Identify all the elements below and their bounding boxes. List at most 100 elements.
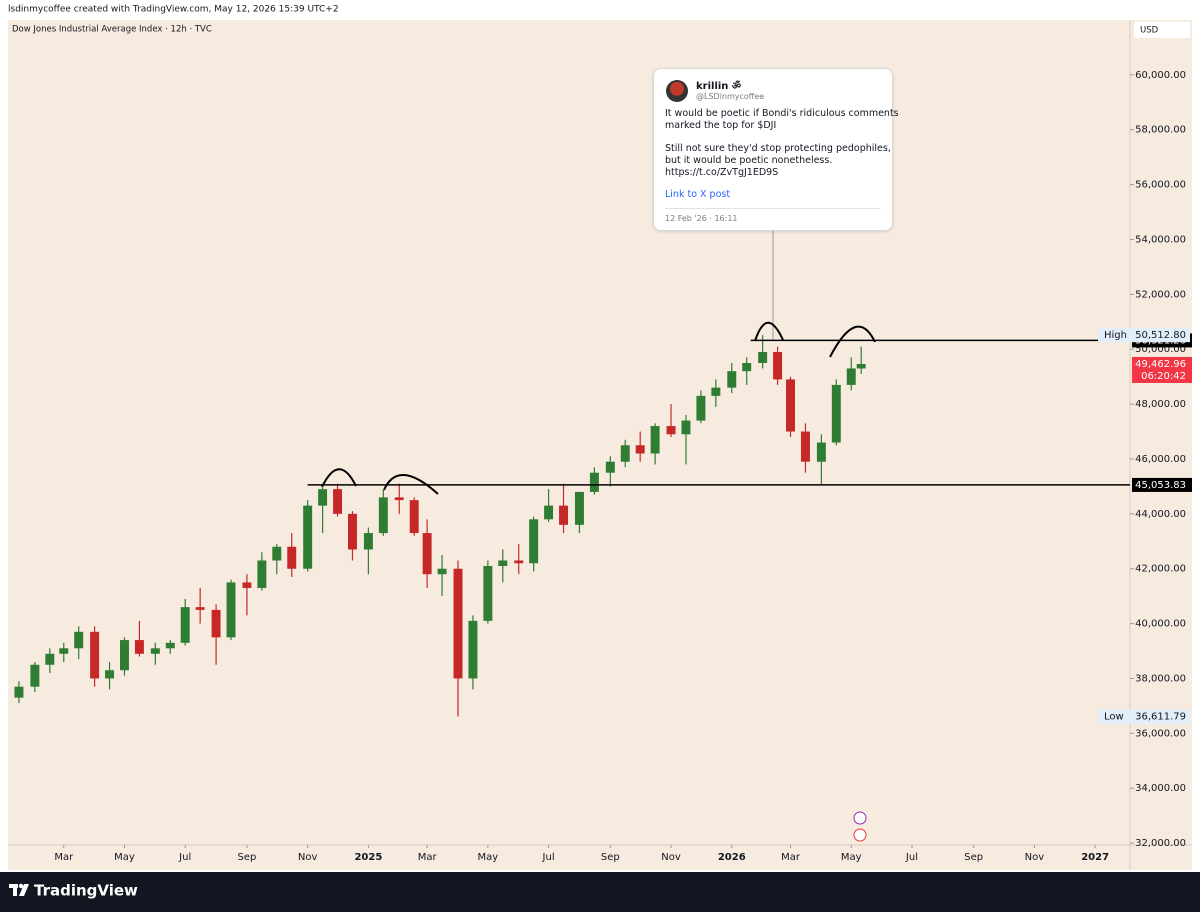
candle-body: [742, 362, 752, 372]
candle-body: [758, 351, 768, 363]
candle-body: [378, 497, 388, 534]
candle-body: [635, 445, 645, 454]
candle-body: [498, 560, 508, 566]
candle-body: [257, 560, 267, 588]
candle-body: [165, 642, 175, 649]
candle-body: [180, 607, 190, 643]
candle-body: [559, 505, 569, 525]
x-tick-label: Mar: [54, 852, 74, 863]
candle-body: [150, 648, 160, 654]
tweet-handle: @LSDinmycoffee: [696, 92, 765, 101]
candle-body: [574, 491, 584, 525]
separator: [665, 208, 881, 209]
y-tick-label: 38,000.00: [1135, 673, 1186, 684]
tweet-line: Still not sure they'd stop protecting pe…: [665, 143, 891, 154]
chart-title: Dow Jones Industrial Average Index · 12h…: [12, 25, 212, 35]
marker-label: 50,512.80: [1135, 330, 1186, 341]
icon: [853, 828, 867, 842]
candle-body: [773, 351, 783, 380]
x-tick-label: Jul: [542, 852, 555, 863]
candle-body: [45, 653, 55, 665]
marker-box: [1098, 709, 1190, 724]
candle-body: [846, 368, 856, 385]
currency-box: [1134, 22, 1190, 38]
x-tick-label: May: [841, 852, 862, 863]
x-tick-label: Sep: [238, 852, 257, 863]
y-tick-label: 44,000.00: [1135, 509, 1186, 520]
candle-body: [409, 500, 419, 534]
avatar: [666, 80, 688, 102]
y-tick-label: 42,000.00: [1135, 564, 1186, 575]
candle-body: [696, 395, 706, 421]
x-tick-label: Sep: [964, 852, 983, 863]
candle-body: [483, 565, 493, 621]
y-tick-label: 46,000.00: [1135, 454, 1186, 465]
candle-body: [856, 363, 866, 369]
candle-body: [347, 513, 357, 550]
candle-body: [120, 640, 129, 671]
x-tick-label: Nov: [1025, 852, 1045, 863]
price-label: 45,053.83: [1135, 480, 1186, 491]
y-tick-label: 32,000.00: [1135, 838, 1186, 849]
candle-body: [514, 560, 524, 564]
candle-body: [620, 445, 630, 462]
candle-body: [303, 505, 313, 569]
candle-body: [666, 426, 676, 435]
candle-body: [681, 420, 691, 435]
icon: [853, 811, 867, 825]
y-tick-label: 40,000.00: [1135, 619, 1186, 630]
candle-body: [650, 426, 660, 454]
x-tick-label: Mar: [781, 852, 801, 863]
x-tick-label: Mar: [418, 852, 438, 863]
drawing-arc: [754, 321, 784, 342]
x-tick-label: May: [114, 852, 135, 863]
logo-part: [18, 883, 24, 889]
candle-body: [437, 568, 447, 575]
chart-icons: [853, 811, 867, 842]
x-tick-label: May: [478, 852, 499, 863]
candle-body: [226, 582, 236, 638]
footer-brand: TradingView: [34, 882, 138, 900]
candle-body: [272, 546, 282, 561]
y-tick-label: 48,000.00: [1135, 399, 1186, 410]
tweet-line: It would be poetic if Bondi's ridiculous…: [665, 108, 899, 119]
y-tick-label: 54,000.00: [1135, 234, 1186, 245]
x-tick-label: 2027: [1081, 852, 1109, 863]
tweet-link[interactable]: Link to X post: [665, 189, 731, 200]
footer-bar: [0, 872, 1200, 912]
tweet-line: but it would be poetic nonetheless.: [665, 155, 833, 166]
candle-body: [14, 686, 24, 698]
y-tick-label: 36,000.00: [1135, 728, 1186, 739]
candle-body: [727, 371, 737, 388]
tweet-date: 12 Feb '26 · 16:11: [665, 214, 738, 223]
y-tick-label: 56,000.00: [1135, 180, 1186, 191]
candle-body: [105, 670, 115, 679]
candle-body: [468, 620, 478, 679]
candle-body: [711, 387, 721, 396]
candle-body: [134, 640, 144, 654]
marker-box: [1098, 328, 1190, 343]
candle-body: [287, 546, 297, 569]
drawing-arc: [321, 468, 357, 488]
y-tick-label: 50,000.00: [1135, 344, 1186, 355]
x-tick-label: Nov: [298, 852, 318, 863]
tweet-author: krillin ॐ: [696, 81, 742, 92]
candle-body: [453, 568, 463, 679]
candle-body: [800, 431, 810, 462]
marker-name: High: [1104, 330, 1127, 341]
candle-body: [605, 461, 615, 473]
x-tick-label: Sep: [601, 852, 620, 863]
marker-name: Low: [1104, 712, 1124, 723]
candle-body: [529, 519, 539, 564]
candle-body: [195, 607, 205, 610]
x-tick-label: Nov: [661, 852, 681, 863]
candle-body: [90, 631, 100, 679]
marker-label: 36,611.79: [1135, 712, 1186, 723]
candle-body: [363, 533, 373, 550]
y-tick-label: 52,000.00: [1135, 289, 1186, 300]
candle-body: [816, 442, 826, 462]
logo-part: [19, 884, 29, 896]
candle-body: [242, 582, 252, 588]
